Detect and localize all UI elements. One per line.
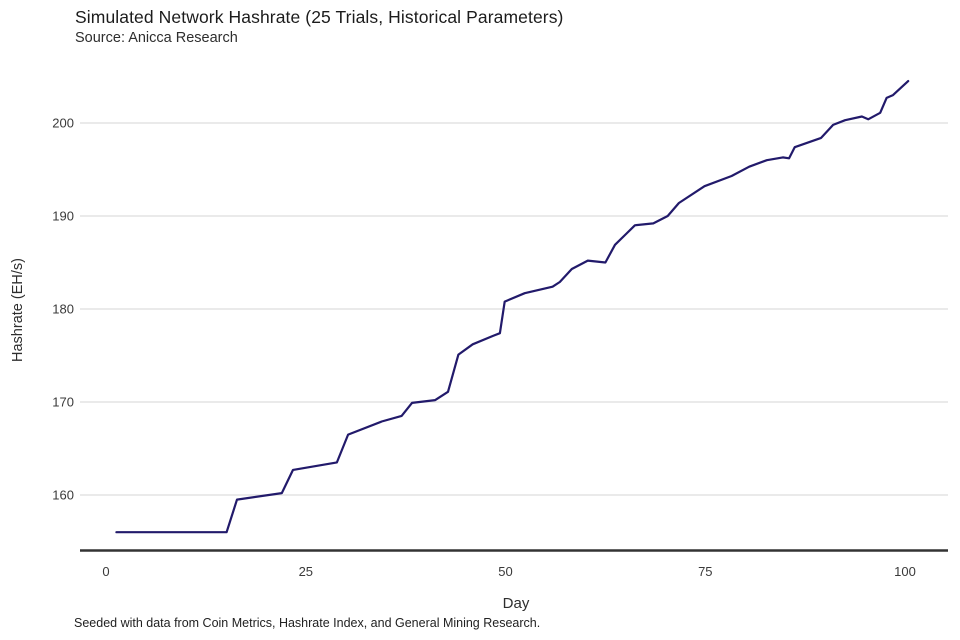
x-axis-title: Day: [502, 595, 530, 612]
chart-subtitle: Source: Anicca Research: [75, 30, 238, 46]
y-tick-label: 180: [52, 302, 74, 317]
x-tick-label: 75: [698, 564, 712, 579]
y-tick-label: 190: [52, 209, 74, 224]
x-tick-label: 100: [894, 564, 916, 579]
hashrate-series-line: [115, 79, 910, 534]
y-tick-label: 200: [52, 116, 74, 131]
y-tick-label: 170: [52, 395, 74, 410]
y-tick-label: 160: [52, 488, 74, 503]
source-note: Seeded with data from Coin Metrics, Hash…: [74, 616, 541, 630]
chart-title: Simulated Network Hashrate (25 Trials, H…: [75, 7, 564, 27]
x-tick-label: 25: [299, 564, 313, 579]
x-tick-label: 50: [498, 564, 512, 579]
x-tick-label: 0: [102, 564, 109, 579]
